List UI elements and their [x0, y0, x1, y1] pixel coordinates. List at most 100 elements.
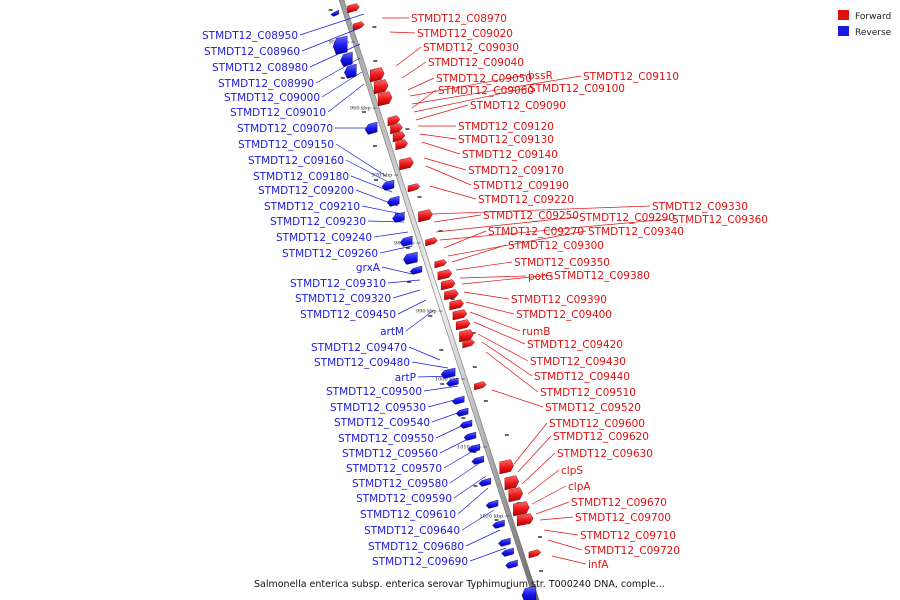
leader-line-forward — [395, 46, 422, 67]
leader-line-reverse — [345, 159, 393, 185]
reverse-gene-block — [399, 235, 413, 247]
gene-label-forward: clpA — [568, 481, 591, 493]
leader-line-forward — [463, 291, 510, 300]
gene-label-forward: STMDT12_C09510 — [540, 387, 636, 399]
gene-label-forward: bssR — [528, 70, 553, 82]
gene-label-reverse: STMDT12_C09470 — [311, 342, 407, 354]
leader-line-forward — [531, 485, 567, 505]
gene-label-forward: STMDT12_C09170 — [468, 165, 564, 177]
gene-label-forward: STMDT12_C09250 — [483, 210, 579, 222]
reverse-gene-block — [440, 367, 456, 379]
caption: Salmonella enterica subsp. enterica sero… — [254, 579, 665, 590]
reverse-gene-block — [330, 9, 339, 17]
gene-label-reverse: STMDT12_C09540 — [334, 417, 430, 429]
leader-line-forward — [455, 261, 513, 271]
leader-line-forward — [527, 469, 560, 495]
gene-label-reverse: STMDT12_C09640 — [364, 525, 460, 537]
legend-forward-swatch — [838, 10, 849, 20]
forward-gene-block — [395, 139, 408, 151]
gene-label-reverse: STMDT12_C09160 — [248, 155, 344, 167]
reverse-gene-block — [478, 477, 492, 487]
reverse-gene-block — [501, 547, 514, 557]
gene-label-reverse: STMDT12_C09260 — [282, 248, 378, 260]
reverse-gene-block — [451, 395, 465, 405]
leader-line-forward — [473, 321, 526, 345]
reverse-gene-block — [485, 499, 499, 509]
forward-gene-block — [437, 269, 453, 281]
tick-label: 1010 kbp — [457, 445, 481, 451]
forward-gene-block — [425, 237, 438, 247]
gene-label-forward: STMDT12_C09520 — [545, 402, 641, 414]
leader-line-reverse — [457, 487, 489, 515]
leader-line-forward — [451, 244, 507, 263]
leader-line-forward — [425, 165, 472, 186]
leader-line-forward — [521, 452, 556, 485]
forward-gene-block — [407, 183, 421, 193]
gene-label-reverse: grxA — [356, 262, 381, 274]
gene-label-forward: STMDT12_C09380 — [554, 270, 650, 282]
forward-gene-block — [499, 459, 514, 475]
gene-labels: STMDT12_C08950 STMDT12_C08960 STMDT12_C089… — [202, 13, 768, 571]
gene-label-reverse: STMDT12_C09680 — [368, 541, 464, 553]
gene-label-forward: STMDT12_C09040 — [428, 57, 524, 69]
gene-label-forward: STMDT12_C09030 — [423, 42, 519, 54]
leader-line-forward — [491, 389, 544, 408]
forward-gene-block — [508, 487, 523, 503]
forward-gene-block — [474, 381, 487, 391]
leader-line-forward — [517, 435, 552, 473]
leader-line-reverse — [453, 475, 487, 499]
reverse-gene-block — [467, 443, 480, 453]
leader-line-forward — [543, 529, 579, 536]
leader-line-reverse — [381, 266, 413, 275]
reverse-gene-block — [344, 63, 357, 79]
gene-label-reverse: STMDT12_C09530 — [330, 402, 426, 414]
leader-line-forward — [443, 230, 487, 249]
leader-line-reverse — [301, 27, 361, 52]
gene-label-reverse: STMDT12_C09580 — [352, 478, 448, 490]
leader-line-reverse — [299, 13, 365, 36]
forward-gene-block — [517, 513, 534, 527]
gene-label-forward: STMDT12_C09050 — [436, 73, 532, 85]
leader-line-reverse — [315, 57, 361, 84]
reverse-gene-block — [364, 121, 378, 135]
leader-line-reverse — [411, 361, 449, 369]
leader-line-reverse — [449, 459, 485, 484]
gene-label-forward: clpS — [561, 465, 583, 477]
leader-line-forward — [411, 75, 582, 105]
gene-label-forward: STMDT12_C09190 — [473, 180, 569, 192]
tick-label: 990 kbp — [416, 309, 437, 315]
gene-label-forward: infA — [588, 559, 609, 571]
leader-line-forward — [547, 539, 583, 551]
gene-label-forward: rumB — [522, 326, 550, 338]
forward-gene-block — [370, 67, 385, 83]
gene-features — [330, 3, 542, 600]
gene-label-forward: STMDT12_C09220 — [478, 194, 574, 206]
gene-label-reverse: STMDT12_C09240 — [276, 232, 372, 244]
leader-line-reverse — [465, 529, 501, 547]
gene-label-reverse: STMDT12_C09690 — [372, 556, 468, 568]
gene-label-reverse: STMDT12_C08950 — [202, 30, 298, 42]
reverse-gene-block — [332, 35, 348, 55]
leader-line-forward — [401, 61, 427, 79]
leader-line-forward — [439, 218, 671, 241]
reverse-gene-block — [459, 419, 473, 429]
gene-label-forward: STMDT12_C09300 — [508, 240, 604, 252]
gene-label-reverse: STMDT12_C09000 — [224, 92, 320, 104]
gene-label-forward: STMDT12_C09130 — [458, 134, 554, 146]
leader-line-reverse — [361, 205, 403, 215]
reverse-gene-block — [505, 559, 518, 569]
gene-label-forward: STMDT12_C09700 — [575, 512, 671, 524]
leader-line-reverse — [327, 83, 365, 113]
gene-label-reverse: STMDT12_C09150 — [238, 139, 334, 151]
leader-line-reverse — [392, 289, 421, 299]
leader-line-forward — [431, 205, 651, 215]
leader-line-forward — [421, 141, 461, 155]
leader-line-forward — [447, 230, 587, 257]
gene-label-forward: STMDT12_C09060 — [438, 85, 534, 97]
gene-label-reverse: STMDT12_C09210 — [264, 201, 360, 213]
gene-label-reverse: STMDT12_C08990 — [218, 78, 314, 90]
leader-line-forward — [435, 216, 578, 233]
leader-line-reverse — [335, 143, 387, 177]
gene-label-forward: STMDT12_C09430 — [530, 356, 626, 368]
gene-label-forward: STMDT12_C09630 — [557, 448, 653, 460]
